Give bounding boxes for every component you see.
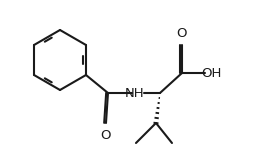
Text: NH: NH xyxy=(125,86,145,99)
Text: O: O xyxy=(177,27,187,40)
Text: OH: OH xyxy=(201,66,221,79)
Text: O: O xyxy=(101,129,111,142)
